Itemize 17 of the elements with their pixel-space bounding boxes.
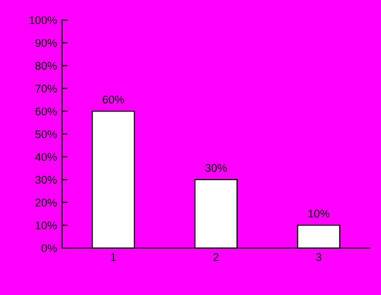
data-label: 60% xyxy=(102,96,124,104)
y-tick-label: 60% xyxy=(35,107,57,116)
y-tick-label: 30% xyxy=(35,176,57,184)
y-tick-label: 20% xyxy=(35,198,57,207)
y-tick-label: 100% xyxy=(30,16,57,24)
x-tick-label: 2 xyxy=(213,253,219,261)
y-tick-label: 10% xyxy=(36,221,57,230)
x-tick-label: 1 xyxy=(111,253,116,261)
y-tick-label: 80% xyxy=(35,62,57,70)
y-tick-label: 0% xyxy=(42,244,57,252)
y-tick-label: 90% xyxy=(35,39,57,47)
y-tick-label: 40% xyxy=(35,153,57,161)
data-label: 30% xyxy=(205,164,227,172)
x-tick-label: 3 xyxy=(316,253,322,262)
y-tick-label: 50% xyxy=(35,130,57,138)
y-tick-label: 70% xyxy=(35,84,57,93)
data-label: 10% xyxy=(308,210,330,218)
